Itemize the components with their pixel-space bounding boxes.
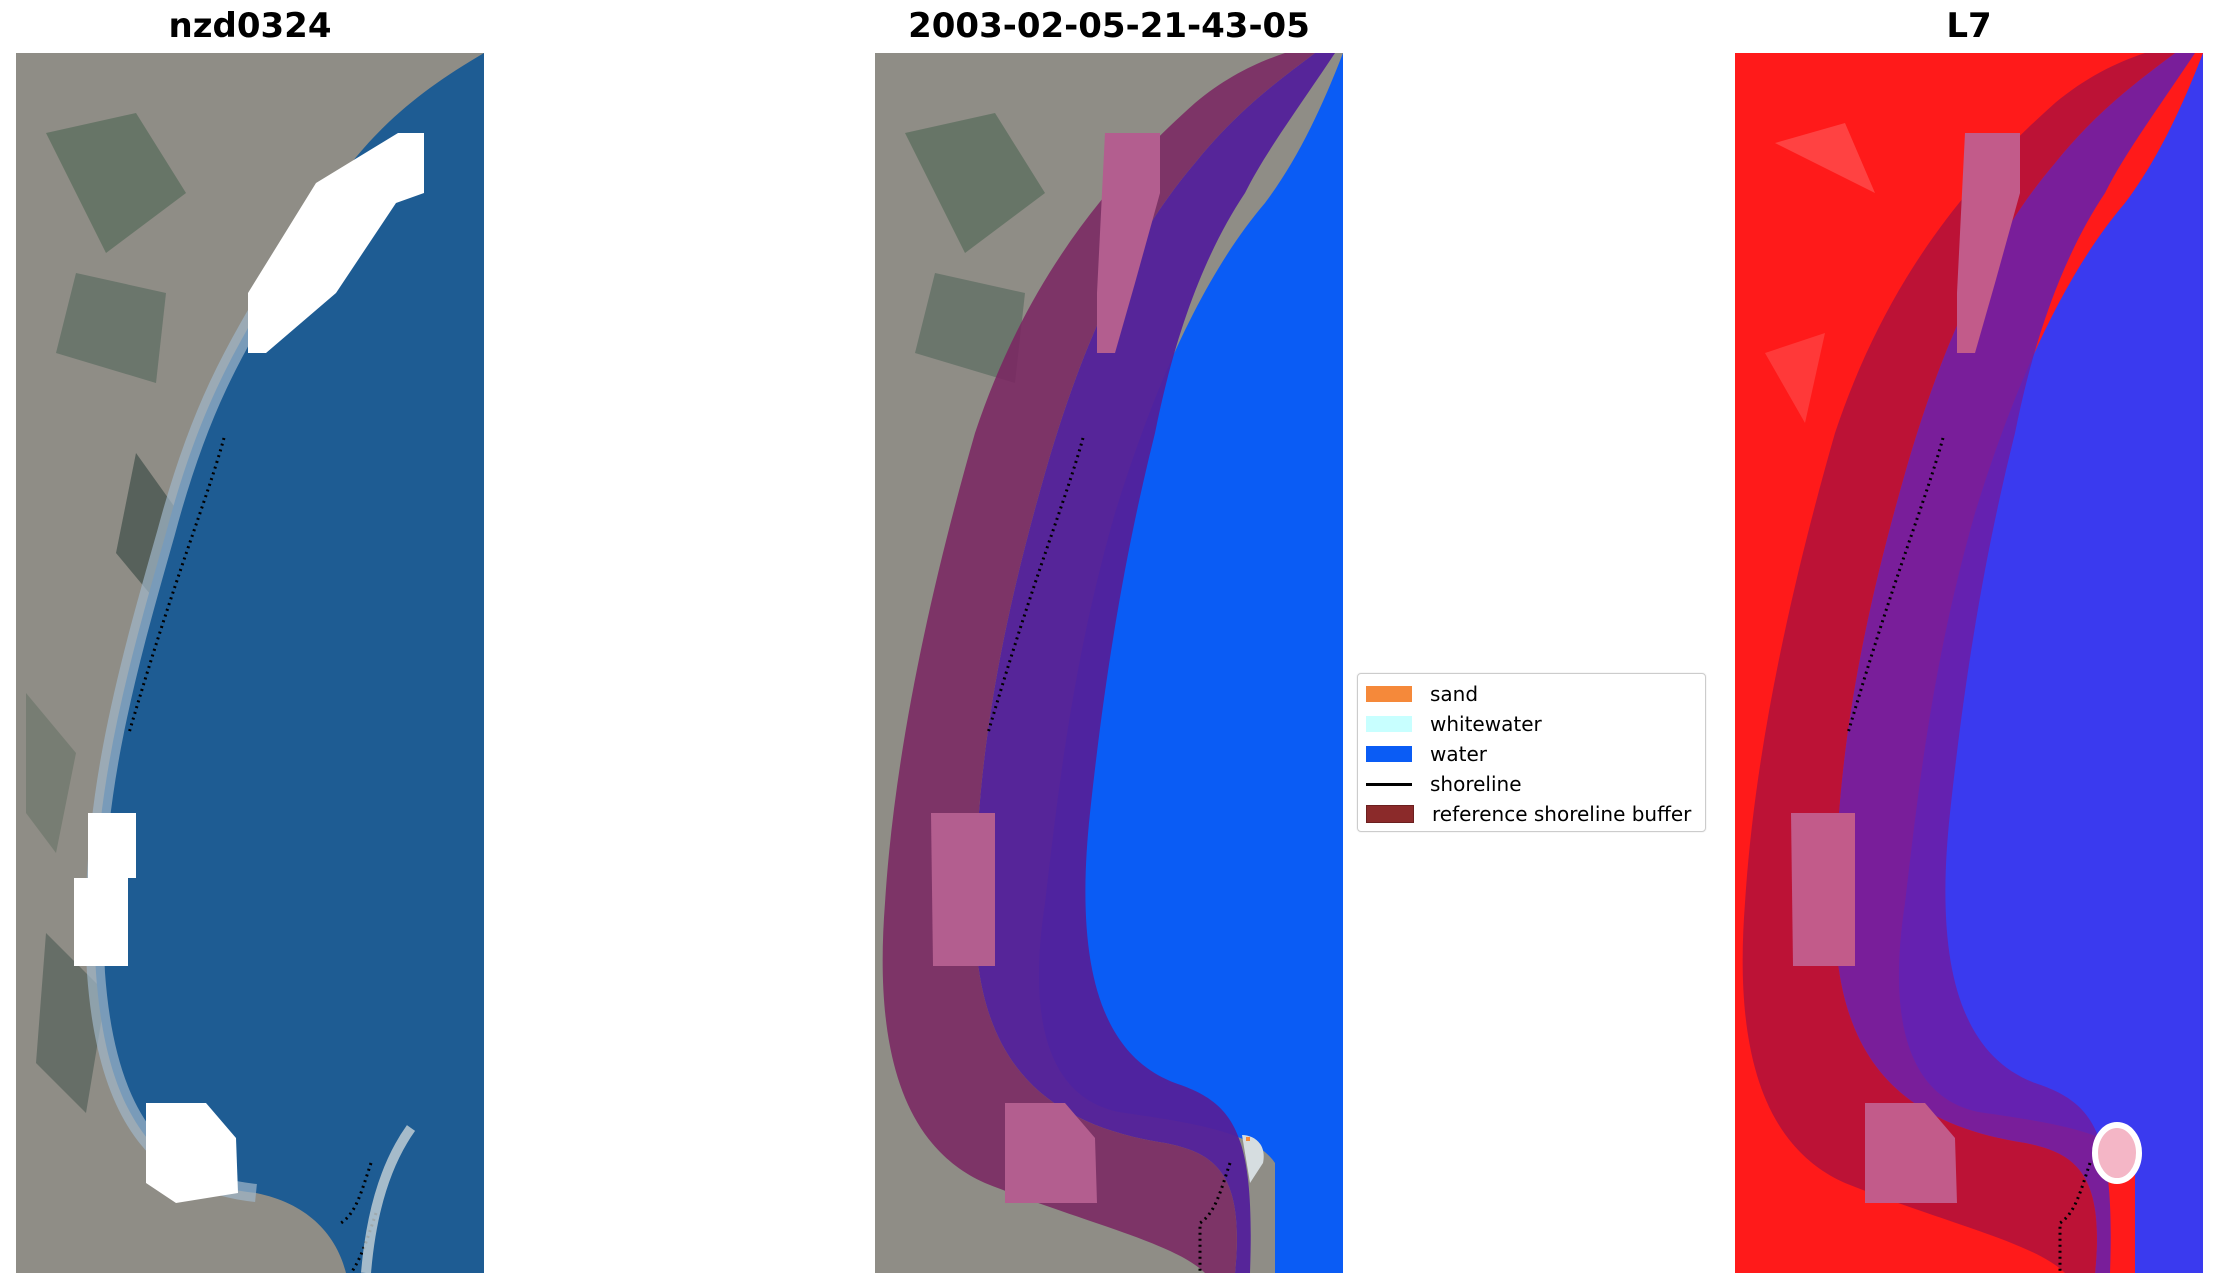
legend-label-shoreline: shoreline — [1430, 772, 1522, 796]
rgb-image — [16, 53, 484, 1273]
legend-item-shoreline: shoreline — [1366, 772, 1522, 796]
legend: sand whitewater water shoreline referenc… — [1357, 673, 1706, 832]
panel-title-rgb: nzd0324 — [168, 6, 332, 46]
legend-item-whitewater: whitewater — [1366, 712, 1542, 736]
legend-item-sand: sand — [1366, 682, 1478, 706]
legend-label-buffer: reference shoreline buffer — [1432, 802, 1692, 826]
classified-image — [875, 53, 1343, 1273]
legend-label-sand: sand — [1430, 682, 1479, 706]
legend-item-buffer: reference shoreline buffer — [1366, 802, 1691, 826]
whitewater-swatch — [1366, 716, 1412, 732]
classified-image-panel — [875, 53, 1343, 1273]
panel-title-index: L7 — [1946, 6, 1992, 46]
shoreline-swatch — [1366, 782, 1412, 786]
legend-label-water: water — [1430, 742, 1487, 766]
legend-item-water: water — [1366, 742, 1487, 766]
panel-title-classified: 2003-02-05-21-43-05 — [908, 6, 1310, 46]
water-swatch — [1366, 746, 1412, 762]
legend-label-whitewater: whitewater — [1430, 712, 1542, 736]
rgb-image-panel — [16, 53, 484, 1273]
sand-swatch — [1366, 686, 1412, 702]
index-image — [1735, 53, 2203, 1273]
buffer-swatch — [1366, 805, 1414, 823]
index-image-panel — [1735, 53, 2203, 1273]
